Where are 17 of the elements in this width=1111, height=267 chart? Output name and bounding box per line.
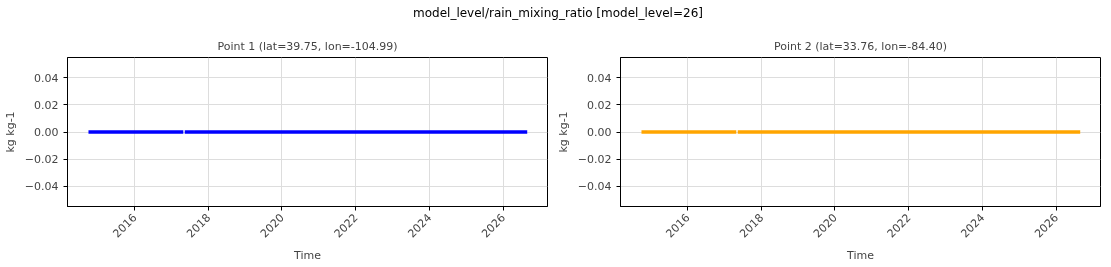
chart-title: Point 2 (lat=33.76, lon=-84.40) bbox=[773, 39, 948, 53]
y-tick-label: −0.04 bbox=[577, 180, 612, 194]
text: model_level/rain_mixing_ratio [model_level=26] bbox=[412, 5, 704, 22]
y-tick-label: 0.02 bbox=[34, 98, 59, 112]
y-tick-label: −0.04 bbox=[24, 180, 59, 194]
y-axis-title: kg kg-1 bbox=[556, 111, 570, 153]
y-tick-label: 0.02 bbox=[587, 98, 612, 112]
y-tick-label: 0.04 bbox=[587, 71, 612, 85]
y-tick-label: 0.00 bbox=[34, 126, 59, 139]
x-axis-title: Time bbox=[293, 248, 322, 262]
y-tick-label: −0.02 bbox=[577, 153, 612, 167]
y-tick-label: −0.02 bbox=[24, 153, 59, 167]
x-axis-title: Time bbox=[846, 248, 875, 262]
y-tick-label: 0.04 bbox=[34, 71, 59, 85]
y-tick-label: 0.00 bbox=[587, 126, 612, 139]
y-axis-title: kg kg-1 bbox=[3, 111, 17, 153]
chart-title: Point 1 (lat=39.75, lon=-104.99) bbox=[217, 39, 398, 53]
